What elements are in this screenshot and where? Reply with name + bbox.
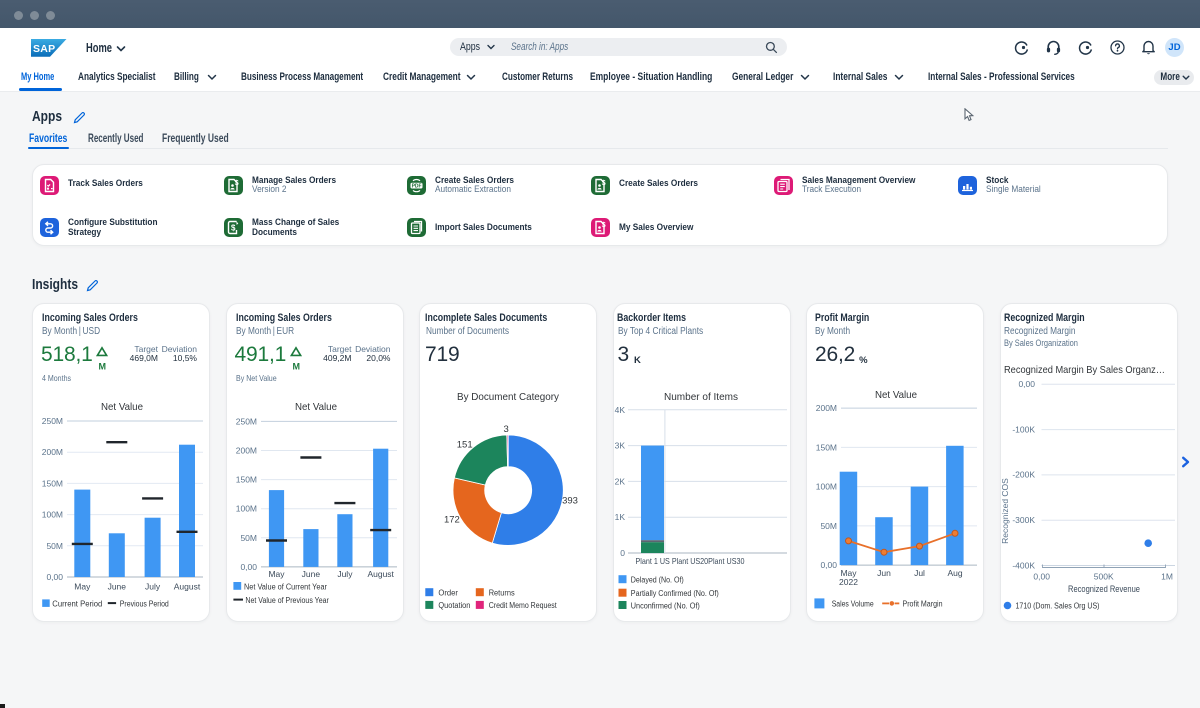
svg-text:Recognized Margin By Sales Org: Recognized Margin By Sales Organz… (1004, 364, 1165, 376)
svg-text:July: July (337, 569, 353, 579)
svg-text:May: May (268, 569, 285, 579)
svg-text:1710 (Dom. Sales Org US): 1710 (Dom. Sales Org US) (1015, 602, 1099, 611)
svg-text:0,00: 0,00 (46, 572, 63, 582)
svg-text:May: May (840, 568, 857, 578)
svg-text:July: July (145, 582, 161, 592)
svg-text:-100K: -100K (1012, 424, 1035, 434)
svg-text:200M: 200M (42, 447, 63, 457)
svg-text:June: June (301, 569, 320, 579)
svg-text:50M: 50M (240, 533, 257, 543)
svg-text:3: 3 (504, 424, 509, 435)
svg-text:2K: 2K (614, 476, 625, 486)
svg-text:200M: 200M (816, 403, 837, 413)
svg-text:250M: 250M (235, 416, 256, 426)
svg-text:Net Value: Net Value (875, 389, 917, 401)
svg-text:Net Value of Previous Year: Net Value of Previous Year (245, 596, 329, 605)
svg-text:200M: 200M (235, 446, 256, 456)
svg-text:$: $ (601, 222, 605, 229)
svg-text:By Document Category: By Document Category (457, 391, 560, 403)
svg-text:150M: 150M (42, 478, 63, 488)
svg-text:250M: 250M (42, 416, 63, 426)
svg-text:August: August (174, 582, 201, 592)
svg-text:Previous Period: Previous Period (120, 600, 169, 609)
svg-text:Recognized Revenue: Recognized Revenue (1068, 584, 1140, 594)
svg-text:4K: 4K (614, 405, 625, 415)
svg-text:100M: 100M (816, 482, 837, 492)
svg-text:$: $ (231, 224, 236, 233)
svg-text:Aug: Aug (947, 568, 962, 578)
svg-text:151: 151 (457, 440, 473, 451)
svg-text:$: $ (601, 180, 605, 187)
svg-text:Order: Order (438, 589, 458, 598)
svg-text:Current Period: Current Period (52, 600, 102, 609)
svg-text:Jul: Jul (914, 568, 925, 578)
svg-text:Net Value: Net Value (295, 401, 337, 413)
svg-text:500K: 500K (1093, 571, 1113, 581)
svg-text:2022: 2022 (839, 577, 858, 587)
svg-text:393: 393 (562, 496, 578, 507)
svg-text:Unconfirmed (No. Of): Unconfirmed (No. Of) (630, 602, 699, 611)
svg-text:1M: 1M (1161, 571, 1173, 581)
svg-text:50M: 50M (820, 521, 837, 531)
svg-text:-300K: -300K (1012, 515, 1035, 525)
svg-text:Recognized COS: Recognized COS (1001, 478, 1010, 544)
svg-text:Sales Volume: Sales Volume (832, 600, 874, 609)
svg-text:Jun: Jun (877, 568, 891, 578)
svg-text:Net Value of Current Year: Net Value of Current Year (244, 582, 327, 591)
svg-text:Quotation: Quotation (438, 601, 470, 610)
svg-text:Number of Items: Number of Items (664, 391, 738, 403)
svg-text:Credit Memo Request: Credit Memo Request (489, 601, 558, 610)
svg-text:100M: 100M (42, 510, 63, 520)
svg-text:August: August (367, 569, 394, 579)
svg-text:PDF: PDF (412, 184, 422, 190)
svg-text:150M: 150M (816, 442, 837, 452)
svg-text:M: M (292, 362, 300, 372)
svg-text:M: M (99, 362, 107, 372)
svg-text:50M: 50M (46, 541, 63, 551)
svg-text:Returns: Returns (489, 589, 515, 598)
svg-text:0,00: 0,00 (240, 562, 257, 572)
svg-text:3K: 3K (614, 441, 625, 451)
svg-text:$: $ (234, 180, 238, 187)
svg-text:0,00: 0,00 (1033, 571, 1050, 581)
svg-text:150M: 150M (235, 475, 256, 485)
svg-text:0: 0 (620, 548, 625, 558)
svg-text:Profit Margin: Profit Margin (903, 600, 943, 609)
svg-text:May: May (74, 582, 91, 592)
svg-text:June: June (108, 582, 127, 592)
svg-text:SAP: SAP (33, 43, 56, 55)
svg-text:Delayed (No. Of): Delayed (No. Of) (630, 576, 683, 585)
svg-text:-200K: -200K (1012, 470, 1035, 480)
svg-text:1K: 1K (614, 512, 625, 522)
svg-text:100M: 100M (235, 504, 256, 514)
svg-text:-400K: -400K (1012, 560, 1035, 570)
svg-text:0,00: 0,00 (1018, 379, 1035, 389)
svg-text:Net Value: Net Value (101, 401, 143, 413)
svg-text:Plant 1 US Plant US20Plant US3: Plant 1 US Plant US20Plant US30 (635, 556, 744, 566)
svg-text:172: 172 (444, 515, 460, 526)
svg-text:0,00: 0,00 (820, 560, 837, 570)
svg-text:Partially Confirmed (No. Of): Partially Confirmed (No. Of) (630, 589, 718, 598)
